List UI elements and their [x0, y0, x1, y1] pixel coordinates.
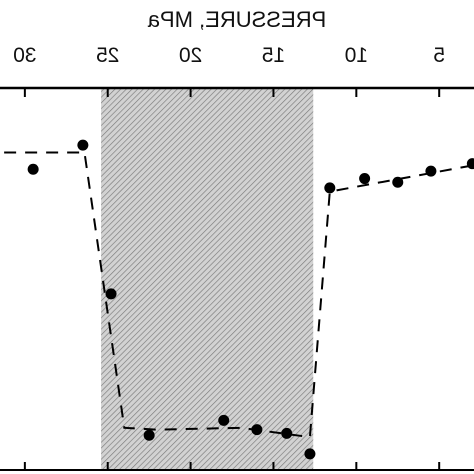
x-tick-label: 10	[345, 44, 368, 67]
data-point	[218, 414, 230, 426]
data-point	[425, 165, 437, 177]
x-tick-label: 5	[433, 44, 445, 67]
x-axis-title: PRESSURE, MPa	[147, 7, 326, 32]
dashed-fit-line	[0, 151, 473, 439]
x-tick-label: 30	[13, 44, 36, 67]
data-point	[304, 448, 316, 460]
data-point	[251, 424, 263, 436]
data-point	[27, 163, 39, 175]
x-tick-label: 20	[179, 44, 202, 67]
data-point	[77, 139, 89, 151]
data-point	[466, 158, 474, 170]
data-point	[105, 288, 117, 300]
shaded-region	[101, 88, 314, 470]
data-point	[281, 427, 293, 439]
x-tick-label: 15	[262, 44, 285, 67]
data-point	[324, 182, 336, 194]
x-tick-label: 25	[96, 44, 119, 67]
data-point	[359, 173, 371, 185]
data-point	[392, 176, 404, 188]
data-point	[143, 429, 155, 441]
